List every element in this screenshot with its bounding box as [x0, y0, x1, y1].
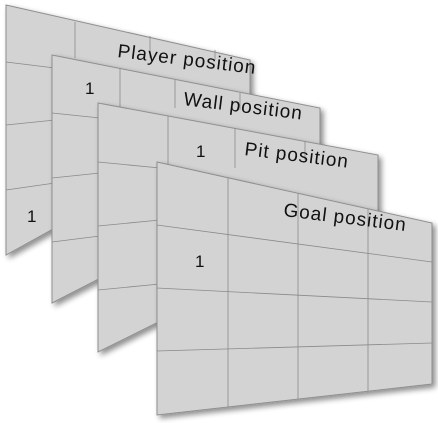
layer-player-grid	[5, 22, 216, 191]
layer-goal-marker: 1	[195, 252, 204, 271]
layer-wall-grid	[51, 68, 241, 243]
layer-goal-grid	[156, 178, 433, 407]
layer-goal-panel	[156, 161, 433, 416]
layer-pit-marker: 1	[196, 142, 205, 161]
layer-wall-marker: 1	[85, 79, 94, 98]
layer-goal: Goal position 1	[156, 161, 433, 416]
layer-player-marker: 1	[27, 207, 36, 226]
layer-pit-grid	[97, 116, 306, 291]
